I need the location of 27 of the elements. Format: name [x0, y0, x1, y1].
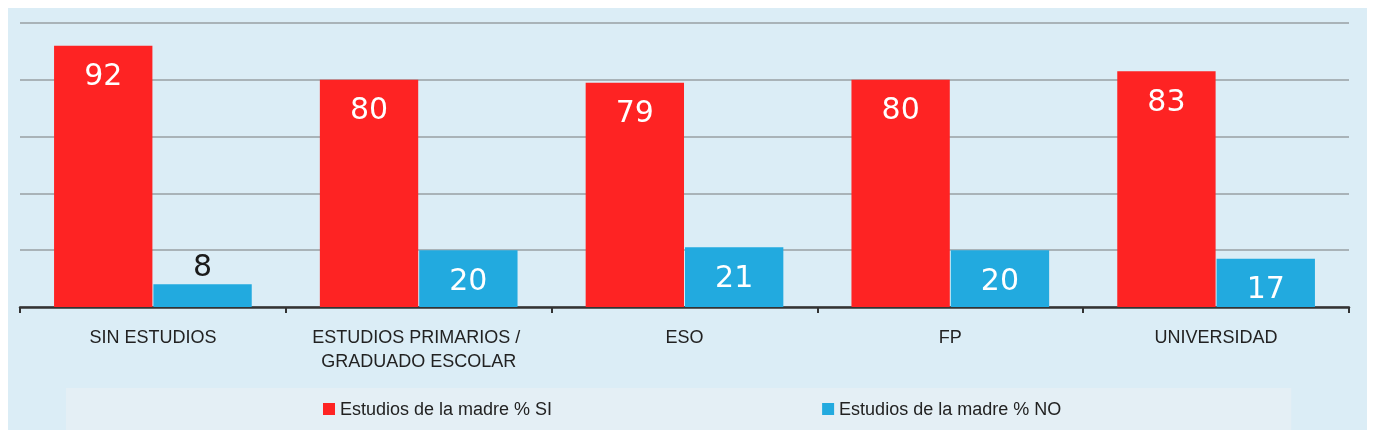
data-label: 17 — [1246, 270, 1285, 306]
data-label: 21 — [715, 258, 754, 294]
bar — [851, 79, 950, 307]
bar — [1117, 71, 1216, 307]
bar — [153, 284, 252, 307]
legend-label: Estudios de la madre % NO — [839, 399, 1062, 419]
data-label: 80 — [349, 91, 389, 127]
bar — [684, 247, 784, 307]
data-label: 92 — [84, 57, 123, 93]
data-label: 80 — [881, 91, 920, 127]
data-label: 20 — [980, 261, 1020, 297]
legend-label: Estudios de la madre % SI — [340, 399, 553, 419]
data-label: 20 — [449, 261, 488, 297]
bar — [419, 250, 518, 307]
bar — [54, 45, 153, 307]
bar — [950, 250, 1050, 307]
data-label: 79 — [615, 94, 654, 130]
x-tick-label: SIN ESTUDIOS — [89, 327, 217, 347]
x-tick-label: ESO — [665, 327, 704, 347]
data-label: 8 — [193, 247, 213, 283]
bar — [1216, 258, 1315, 307]
bar — [319, 79, 419, 307]
x-tick-label: ESTUDIOS PRIMARIOS / GRADUADO ESCOLAR — [312, 327, 526, 371]
x-tick-label: UNIVERSIDAD — [1154, 327, 1278, 347]
data-label: 83 — [1147, 82, 1186, 118]
x-tick-label: FP — [938, 327, 962, 347]
bar — [585, 82, 685, 307]
